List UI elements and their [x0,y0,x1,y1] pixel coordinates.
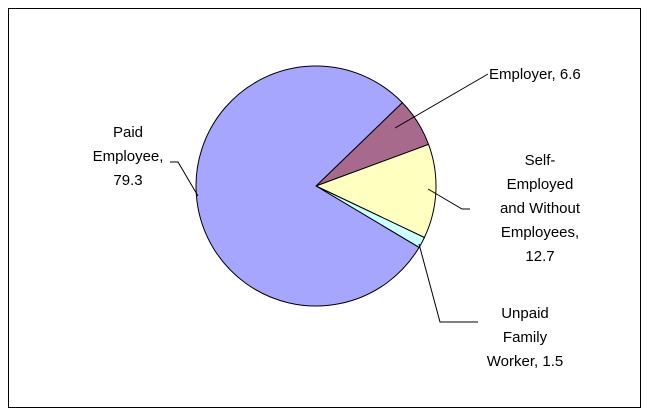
data-label: Unpaid Family Worker, 1.5 [487,305,563,370]
leader-line [170,161,199,197]
data-label: Employer, 6.6 [489,66,581,83]
data-label: Paid Employee, 79.3 [93,124,164,189]
leader-line [427,188,470,210]
leader-line [394,73,489,129]
data-label: Self-Employed and Without Employees, 12.7 [500,152,581,265]
pie-slice [314,143,437,239]
leader-line [418,243,478,323]
pie-slice [195,65,420,307]
